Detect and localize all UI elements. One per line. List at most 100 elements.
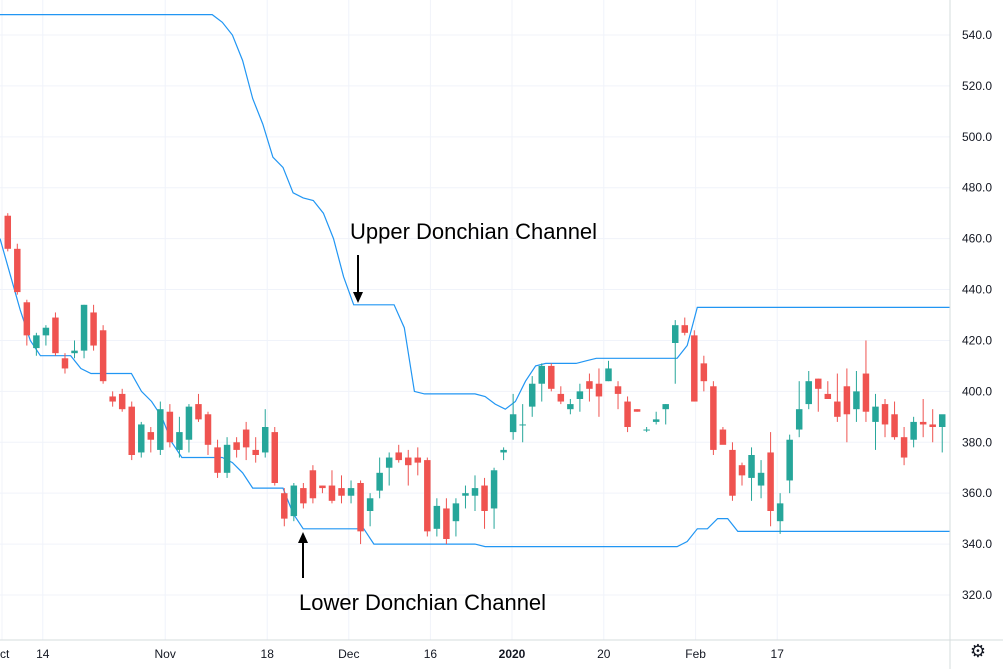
candle-body bbox=[595, 383, 603, 397]
x-tick-label: 20 bbox=[597, 647, 611, 661]
candle-body bbox=[376, 472, 383, 491]
upper-channel-line bbox=[0, 14, 950, 410]
y-tick-label: 460.0 bbox=[962, 232, 992, 246]
candle-body bbox=[147, 432, 155, 440]
candle-body bbox=[767, 452, 774, 511]
candle-body bbox=[662, 404, 669, 410]
candle-body bbox=[471, 488, 479, 496]
candle-body bbox=[815, 378, 822, 389]
candle-body bbox=[538, 365, 545, 384]
candle-body bbox=[557, 393, 565, 402]
annotation-lower-arrowhead bbox=[298, 532, 308, 543]
x-axis: ct 14 Nov 18 Dec 16 2020 20 Feb 17 bbox=[0, 639, 1003, 661]
candle-body bbox=[652, 419, 660, 422]
donchian-channels bbox=[0, 14, 950, 548]
candle-body bbox=[605, 368, 612, 382]
x-tick-label: 18 bbox=[261, 647, 275, 661]
candle-body bbox=[548, 365, 555, 389]
candle-body bbox=[281, 493, 288, 519]
x-tick-label: 17 bbox=[771, 647, 785, 661]
candle-body bbox=[242, 429, 250, 448]
candle-body bbox=[795, 409, 803, 430]
y-tick-label: 360.0 bbox=[962, 486, 992, 500]
candle-body bbox=[719, 429, 727, 445]
candle-body bbox=[567, 404, 574, 410]
candle-body bbox=[805, 381, 812, 405]
candle-body bbox=[328, 485, 336, 501]
candle-body bbox=[271, 432, 278, 483]
candle-body bbox=[309, 470, 317, 499]
candle-body bbox=[319, 485, 326, 489]
y-tick-label: 420.0 bbox=[962, 333, 992, 347]
candle-body bbox=[252, 449, 259, 455]
candle-body bbox=[891, 414, 898, 438]
candle-body bbox=[452, 503, 460, 522]
candle-body bbox=[424, 460, 431, 532]
candle-body bbox=[414, 457, 422, 463]
y-tick-label: 340.0 bbox=[962, 537, 992, 551]
y-tick-label: 320.0 bbox=[962, 588, 992, 602]
annotation-lower-label: Lower Donchian Channel bbox=[299, 590, 546, 615]
candle-body bbox=[862, 373, 870, 412]
y-tick-label: 380.0 bbox=[962, 435, 992, 449]
candle-body bbox=[938, 414, 946, 427]
gear-icon[interactable]: ⚙ bbox=[969, 641, 987, 662]
candle-body bbox=[919, 421, 927, 425]
candle-body bbox=[118, 393, 126, 410]
candle-body bbox=[748, 455, 755, 478]
candle-body bbox=[33, 335, 40, 349]
candle-body bbox=[443, 508, 450, 539]
candle-body bbox=[157, 409, 164, 450]
candle-body bbox=[481, 485, 488, 511]
x-tick-label: 2020 bbox=[499, 647, 526, 661]
candle-body bbox=[42, 327, 50, 336]
x-tick-label: Nov bbox=[155, 647, 176, 661]
x-tick-label: ct bbox=[0, 647, 10, 661]
candle-body bbox=[786, 439, 793, 481]
candle-body bbox=[433, 505, 441, 529]
candle-body bbox=[395, 452, 402, 461]
candle-body bbox=[347, 488, 355, 496]
candle-body bbox=[881, 404, 889, 425]
candles bbox=[4, 213, 946, 545]
candle-body bbox=[14, 248, 21, 293]
candle-body bbox=[405, 457, 412, 466]
candle-body bbox=[490, 470, 498, 509]
candle-body bbox=[462, 493, 469, 496]
candle-body bbox=[843, 386, 851, 415]
candle-body bbox=[71, 350, 78, 354]
grid-lines bbox=[0, 0, 950, 640]
candle-body bbox=[757, 472, 765, 486]
x-tick-label: 16 bbox=[424, 647, 438, 661]
candle-body bbox=[519, 424, 526, 426]
y-tick-label: 440.0 bbox=[962, 283, 992, 297]
candle-body bbox=[614, 386, 622, 394]
candle-body bbox=[23, 302, 31, 336]
y-tick-label: 540.0 bbox=[962, 28, 992, 42]
candle-body bbox=[776, 503, 784, 522]
candle-body bbox=[233, 442, 240, 450]
x-tick-label: Feb bbox=[685, 647, 706, 661]
candle-body bbox=[185, 406, 193, 440]
y-tick-label: 500.0 bbox=[962, 130, 992, 144]
candle-body bbox=[500, 449, 507, 453]
y-axis: 320.0 340.0 360.0 380.0 400.0 420.0 440.0 460.0… bbox=[949, 0, 992, 669]
candle-body bbox=[509, 414, 517, 433]
annotation-upper-label: Upper Donchian Channel bbox=[350, 219, 597, 244]
annotations: Upper Donchian Channel Lower Donchian Cha… bbox=[298, 219, 597, 615]
candle-body bbox=[910, 421, 917, 440]
candle-body bbox=[128, 406, 135, 455]
candle-body bbox=[681, 325, 689, 333]
candle-body bbox=[729, 449, 736, 496]
candle-body bbox=[176, 432, 183, 450]
candle-body bbox=[61, 358, 69, 369]
y-tick-label: 400.0 bbox=[962, 384, 992, 398]
candle-body bbox=[195, 404, 202, 420]
candle-body bbox=[700, 363, 708, 382]
candle-body bbox=[824, 393, 832, 399]
candle-body bbox=[223, 444, 231, 473]
x-tick-label: 14 bbox=[36, 647, 50, 661]
candle-body bbox=[586, 381, 593, 389]
candle-body bbox=[99, 330, 107, 382]
